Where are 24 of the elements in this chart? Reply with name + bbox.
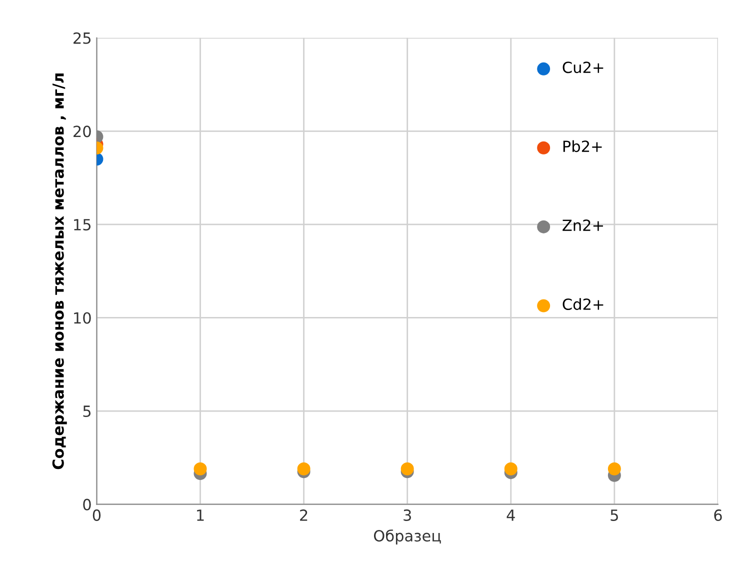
y-tick-label: 15 — [74, 219, 91, 230]
y-tick-label: 0 — [83, 498, 91, 510]
legend-label: Cd2+ — [562, 298, 604, 310]
legend-label: Pb2+ — [563, 140, 602, 152]
x-tick-label: 1 — [197, 510, 204, 521]
point — [608, 462, 621, 476]
x-tick-label: 2 — [300, 509, 308, 521]
legend-label: Cu2+ — [562, 62, 604, 74]
x-tick-label: 3 — [404, 509, 411, 521]
y-tick-label: 5 — [83, 406, 91, 418]
x-tick-label: 4 — [506, 510, 515, 521]
point — [194, 462, 207, 476]
x-tick-label: 6 — [714, 509, 722, 521]
point — [297, 462, 310, 476]
legend-label: Zn2+ — [562, 219, 603, 231]
x-tick-label: 0 — [92, 509, 101, 521]
y-tick-label: 10 — [74, 312, 91, 324]
y-axis-title: Содержание ионов тяжелых металлов , мг/л — [52, 74, 67, 470]
x-axis-title: Образец — [374, 530, 441, 545]
x-tick-label: 5 — [610, 510, 618, 521]
point — [400, 462, 414, 476]
point — [504, 462, 518, 476]
y-tick-label: 20 — [74, 126, 91, 138]
y-tick-label: 25 — [74, 32, 91, 44]
